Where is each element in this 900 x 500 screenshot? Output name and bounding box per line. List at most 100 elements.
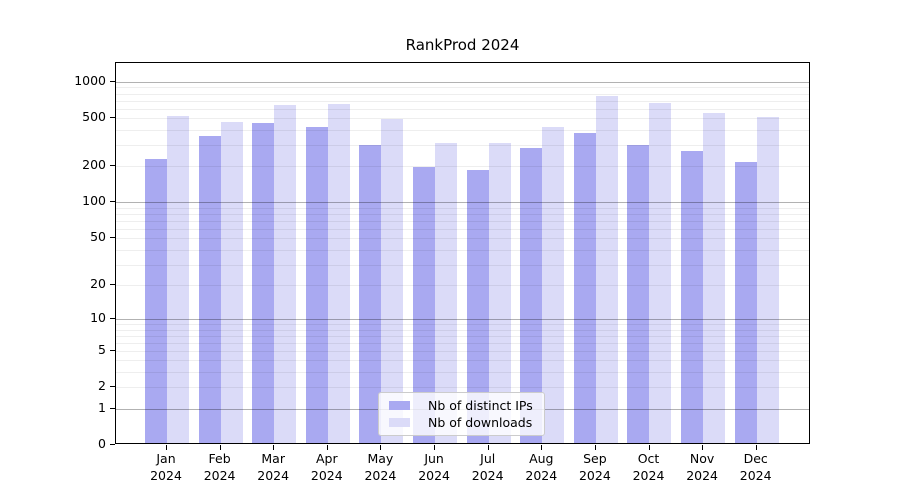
y-tick-mark [110, 317, 115, 319]
year-label: 2024 [150, 468, 182, 483]
gridline-minor [116, 323, 809, 325]
x-tick-label-sep: Sep 2024 [563, 450, 627, 484]
y-tick-label: 5 [98, 341, 106, 357]
gridline-minor [116, 350, 809, 352]
y-tick-label: 1000 [74, 72, 106, 88]
x-tick-label-jun: Jun 2024 [402, 450, 466, 484]
y-tick-mark [110, 444, 115, 445]
y-tick-mark [110, 386, 115, 388]
bar-downloads-dec [756, 116, 779, 443]
x-tick-label-jul: Jul 2024 [456, 450, 520, 484]
gridline-minor [116, 145, 809, 146]
bar-downloads-mar [274, 105, 297, 443]
year-label: 2024 [471, 468, 504, 483]
gridline-minor [116, 342, 809, 344]
y-tick-mark [110, 349, 115, 351]
x-tick-label-jan: Jan 2024 [134, 450, 198, 484]
x-tick-label-apr: Apr 2024 [295, 450, 359, 484]
gridline-minor [116, 387, 809, 389]
x-tick-mark [487, 445, 489, 450]
gridline-minor [116, 207, 809, 209]
gridline-minor [116, 249, 809, 251]
x-tick-mark [702, 445, 704, 450]
x-tick-mark [326, 445, 328, 450]
y-tick-mark [110, 201, 115, 203]
legend-row: Nb of distinct IPs [387, 398, 536, 413]
bar-downloads-sep [595, 96, 618, 443]
bar-downloads-jun [435, 142, 458, 443]
year-label: 2024 [310, 468, 343, 483]
gridline-minor [116, 100, 809, 102]
y-tick-label: 500 [82, 109, 106, 125]
x-tick-mark [648, 445, 650, 450]
x-tick-label-feb: Feb 2024 [188, 450, 252, 484]
x-tick-label-mar: Mar 2024 [241, 450, 305, 484]
bar-ips-jun [413, 166, 436, 443]
bar-ips-apr [305, 126, 328, 443]
gridline-minor [116, 360, 809, 362]
x-tick-mark [273, 445, 275, 450]
month-label: Feb [208, 451, 231, 466]
month-label: Jul [480, 451, 496, 466]
month-label: Jan [156, 451, 176, 466]
x-tick-mark [594, 445, 596, 450]
gridline-major [116, 202, 809, 204]
year-label: 2024 [632, 468, 665, 483]
y-tick-label: 0 [98, 436, 106, 451]
gridline-major [116, 81, 809, 83]
bar-ips-aug [520, 148, 543, 443]
month-label: Dec [743, 451, 768, 466]
month-label: Jun [424, 451, 444, 466]
legend-swatch-downloads [389, 418, 410, 427]
bar-downloads-jan [167, 116, 189, 443]
month-label: Mar [261, 451, 285, 466]
year-label: 2024 [525, 468, 558, 483]
gridline-minor [116, 220, 809, 222]
x-tick-mark [380, 445, 382, 450]
x-tick-mark [166, 445, 167, 450]
x-tick-label-aug: Aug 2024 [509, 450, 573, 484]
gridline-minor [116, 129, 809, 131]
gridline-minor [116, 372, 809, 374]
bar-ips-jan [145, 159, 167, 443]
month-label: Aug [529, 451, 554, 466]
gridline-minor [116, 87, 809, 89]
gridline-minor [116, 329, 809, 331]
month-label: Nov [689, 451, 715, 466]
bar-ips-feb [198, 135, 221, 443]
year-label: 2024 [578, 468, 611, 483]
year-label: 2024 [364, 468, 397, 483]
legend: Nb of distinct IPs Nb of downloads [378, 392, 545, 436]
year-label: 2024 [686, 468, 718, 483]
y-tick-mark [110, 237, 115, 239]
legend-swatch-ips [389, 401, 410, 410]
y-tick-mark [110, 407, 115, 409]
bar-downloads-apr [327, 104, 350, 443]
y-tick-label: 50 [90, 229, 106, 245]
gridline-minor [116, 284, 809, 286]
gridline-minor [116, 335, 809, 337]
plot-area [115, 62, 810, 444]
x-tick-mark [755, 445, 757, 450]
month-label: Oct [637, 451, 660, 466]
x-tick-mark [541, 445, 543, 450]
year-label: 2024 [203, 468, 236, 483]
bar-ips-nov [681, 151, 704, 443]
bar-downloads-aug [542, 126, 565, 443]
x-tick-label-may: May 2024 [348, 450, 412, 484]
y-tick-label: 2 [98, 378, 106, 394]
gridline-minor [116, 93, 809, 95]
x-tick-mark [434, 445, 436, 450]
gridline-minor [116, 238, 809, 240]
bar-ips-mar [252, 123, 275, 443]
bar-downloads-oct [649, 103, 672, 443]
y-tick-mark [110, 117, 115, 119]
year-label: 2024 [418, 468, 450, 483]
bar-downloads-may [381, 119, 404, 443]
bar-ips-dec [734, 161, 757, 443]
y-tick-mark [110, 80, 115, 82]
y-tick-mark [110, 283, 115, 285]
bar-ips-sep [573, 133, 596, 443]
bar-ips-may [359, 144, 382, 443]
